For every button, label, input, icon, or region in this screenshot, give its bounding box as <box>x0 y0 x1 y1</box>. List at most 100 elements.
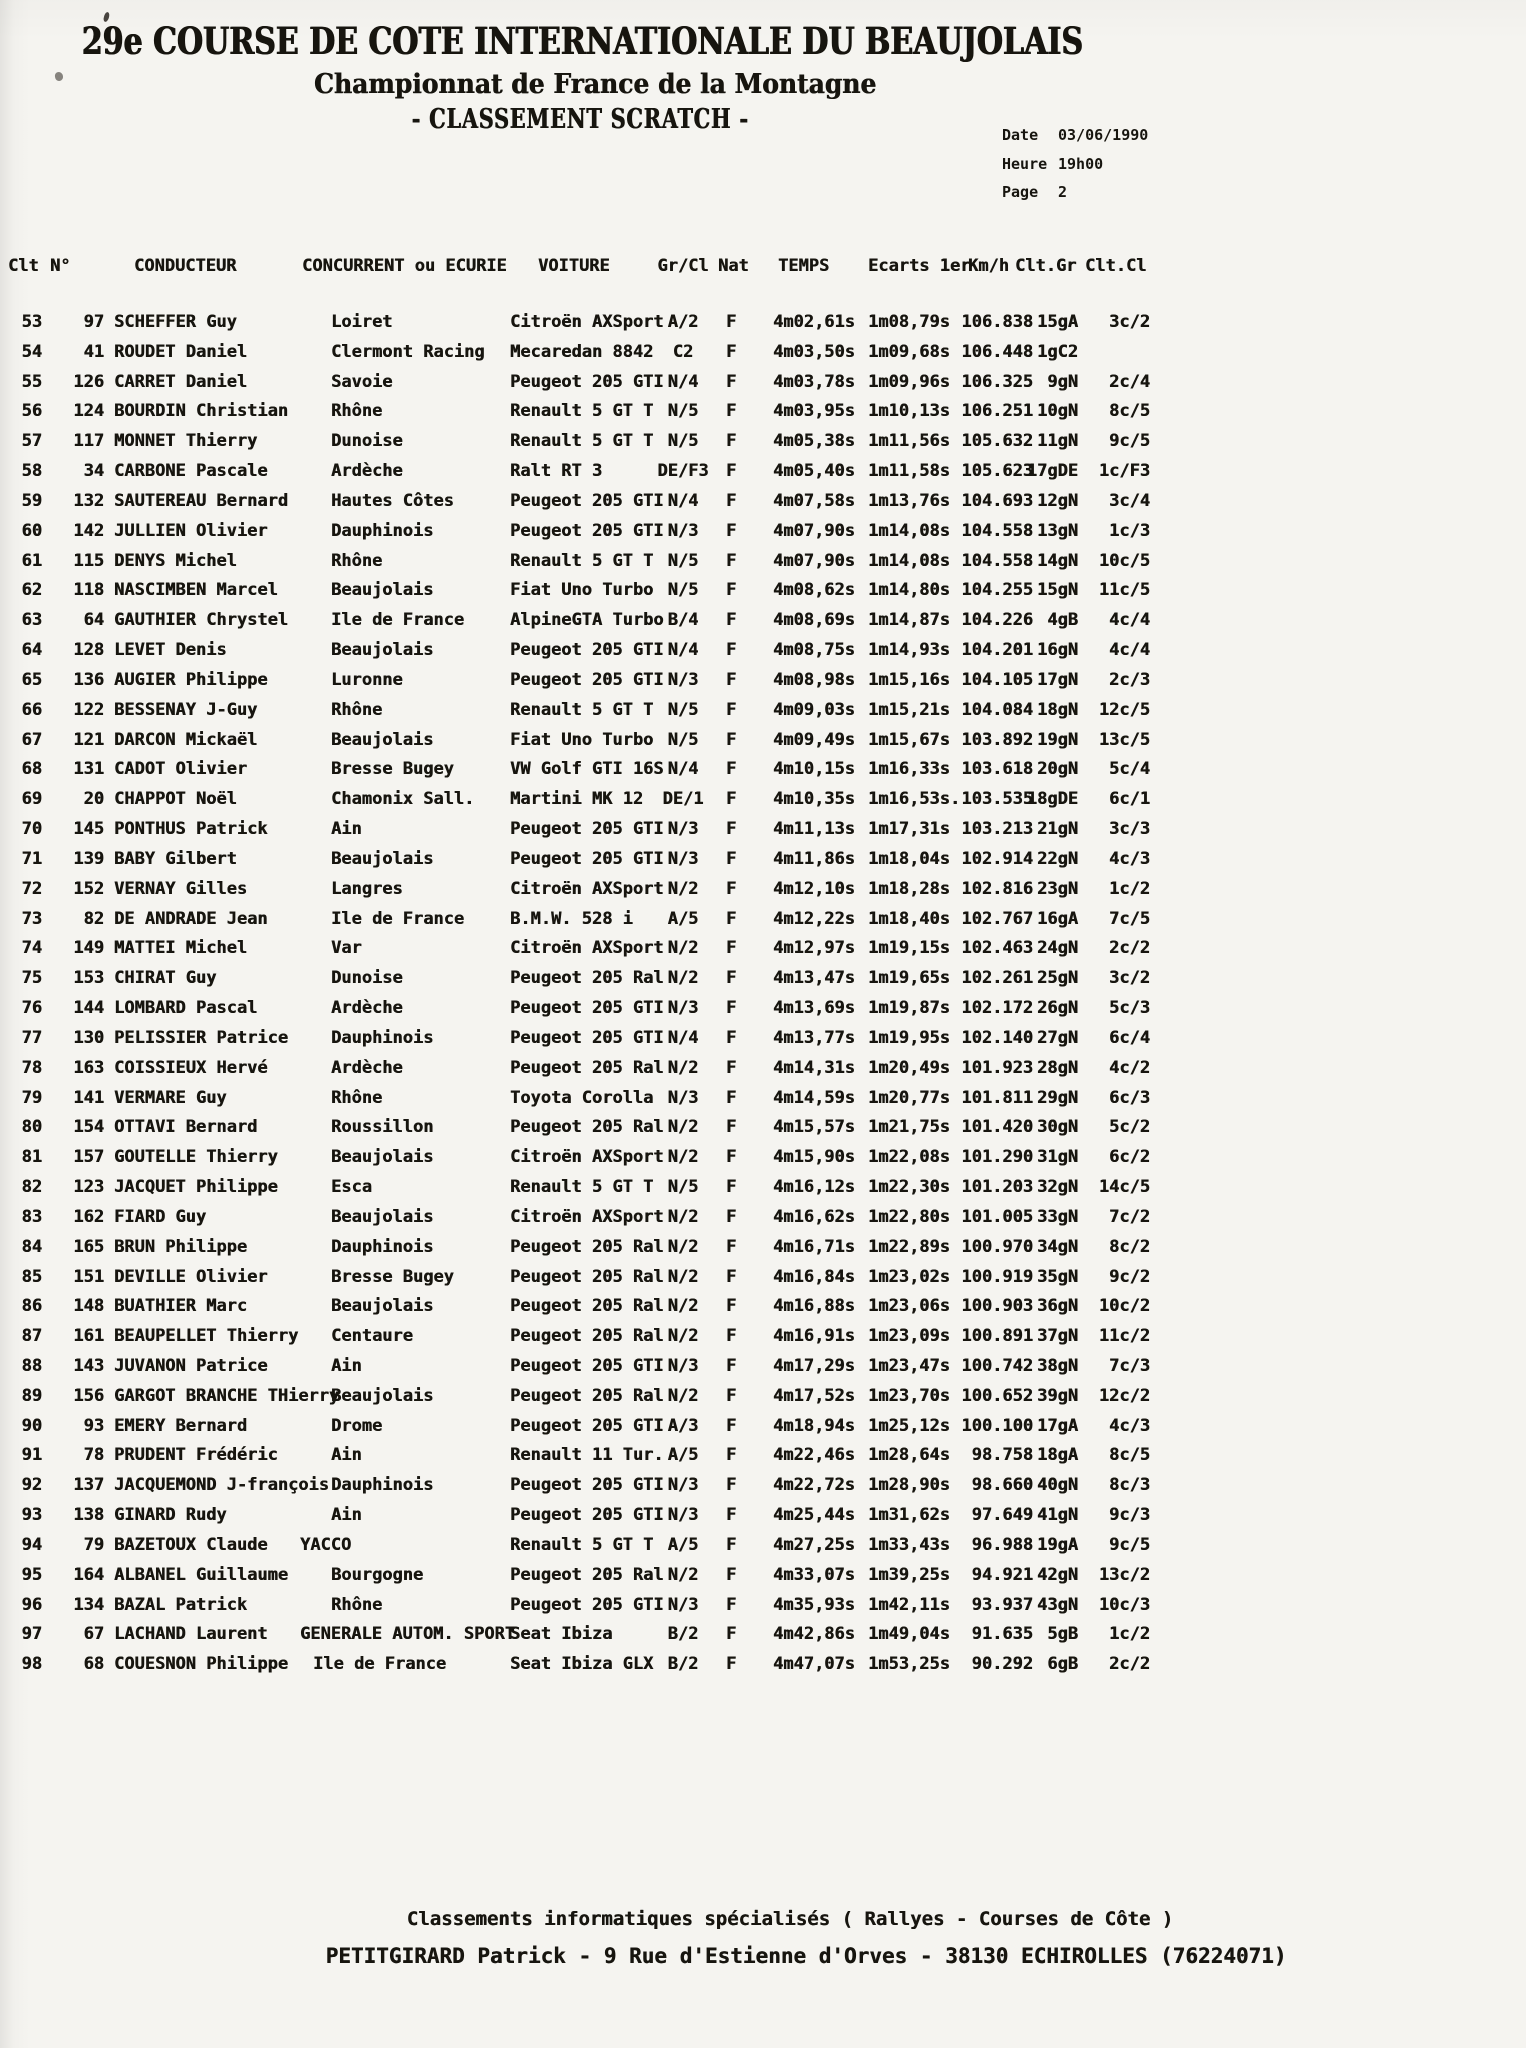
cell-kmh: 102.172 <box>961 998 1033 1019</box>
cell-driver: VERNAY Gilles <box>114 878 248 899</box>
cell-clt-cl: 4c/4 <box>1109 610 1150 631</box>
cell-ecart: 1m53,25s <box>868 1654 950 1675</box>
cell-clt: 75 <box>21 968 42 989</box>
cell-driver: NASCIMBEN Marcel <box>114 580 278 601</box>
cell-driver: DEVILLE Olivier <box>114 1266 268 1287</box>
cell-clt: 62 <box>21 580 42 601</box>
cell-temps: 4m10,15s <box>773 759 855 780</box>
cell-driver: LACHAND Laurent <box>114 1624 268 1645</box>
cell-temps: 4m12,22s <box>773 908 855 929</box>
table-row: 66 122 BESSENAY J-Guy Rhône Renault 5 GT T N/… <box>0 696 1526 726</box>
table-row: 63 64 GAUTHIER Chrystel Ile de France Alpine… <box>0 606 1526 636</box>
cell-gr-cl: N/5 <box>667 550 699 571</box>
cell-ecart: 1m14,08s <box>868 520 950 541</box>
cell-kmh: 94.921 <box>971 1564 1033 1585</box>
table-row: 72 152 VERNAY Gilles Langres Citroën AXSport… <box>0 875 1526 905</box>
cell-team: Beaujolais <box>331 729 434 750</box>
cell-car: Peugeot 205 Ral <box>510 1564 664 1585</box>
cell-clt-gr: 18gN <box>1037 699 1078 720</box>
cell-clt: 92 <box>21 1475 42 1496</box>
table-row: 96 134 BAZAL Patrick Rhône Peugeot 205 GTI N/… <box>0 1591 1526 1621</box>
cell-car: Citroën AXSport <box>510 312 664 332</box>
cell-clt: 54 <box>21 341 42 362</box>
cell-kmh: 104.558 <box>961 550 1033 571</box>
cell-nat: F <box>726 759 737 780</box>
cell-car: Peugeot 205 GTI <box>510 490 664 511</box>
cell-num: 139 <box>73 848 104 869</box>
cell-clt-cl: 10c/2 <box>1098 1296 1150 1317</box>
cell-clt: 77 <box>21 1027 42 1048</box>
cell-driver: LEVET Denis <box>114 640 227 661</box>
cell-driver: GARGOT BRANCHE THierry <box>114 1385 340 1406</box>
cell-team: Loiret <box>331 312 393 332</box>
cell-nat: F <box>726 580 737 601</box>
cell-car: Renault 5 GT T <box>510 550 654 571</box>
cell-driver: BEAUPELLET Thierry <box>114 1326 299 1347</box>
column-header-driver: CONDUCTEUR <box>134 256 237 276</box>
cell-ecart: 1m09,68s <box>868 341 950 362</box>
cell-team: Ain <box>331 819 362 840</box>
heure-line: Heure 19h00 <box>0 155 1526 184</box>
cell-kmh: 102.463 <box>961 938 1033 959</box>
cell-clt-cl: 13c/2 <box>1098 1564 1150 1585</box>
cell-gr-cl: N/4 <box>667 371 699 392</box>
cell-clt: 74 <box>21 938 42 959</box>
table-row: 85 151 DEVILLE Olivier Bresse Bugey Peugeot … <box>0 1263 1526 1293</box>
table-row: 70 145 PONTHUS Patrick Ain Peugeot 205 GTI N/… <box>0 815 1526 845</box>
cell-kmh: 100.919 <box>961 1266 1033 1287</box>
cell-car: Citroën AXSport <box>510 1206 664 1227</box>
cell-num: 144 <box>73 998 104 1019</box>
table-row: 94 79 BAZETOUX Claude YACCO Renault 5 GT T A/… <box>0 1531 1526 1561</box>
table-row: 79 141 VERMARE Guy Rhône Toyota Corolla N/3 F 4… <box>0 1084 1526 1114</box>
cell-clt-gr: 35gN <box>1037 1266 1078 1287</box>
cell-clt: 71 <box>21 848 42 869</box>
cell-temps: 4m07,90s <box>773 520 855 541</box>
cell-clt-gr: 37gN <box>1037 1326 1078 1347</box>
cell-gr-cl: A/5 <box>667 1445 699 1466</box>
cell-ecart: 1m08,79s <box>868 312 950 332</box>
cell-temps: 4m22,46s <box>773 1445 855 1466</box>
cell-clt-cl: 11c/5 <box>1098 580 1150 601</box>
cell-nat: F <box>726 968 737 989</box>
cell-driver: JACQUET Philippe <box>114 1177 278 1198</box>
cell-gr-cl: N/3 <box>667 1355 699 1376</box>
cell-clt-cl: 1c/2 <box>1109 1624 1150 1645</box>
cell-car: Peugeot 205 GTI <box>510 669 664 690</box>
cell-ecart: 1m42,11s <box>868 1594 950 1615</box>
cell-driver: SCHEFFER Guy <box>114 312 237 332</box>
cell-num: 151 <box>73 1266 104 1287</box>
cell-car: Seat Ibiza <box>510 1624 613 1645</box>
cell-kmh: 102.140 <box>961 1027 1033 1048</box>
cell-clt-cl: 1c/2 <box>1109 878 1150 899</box>
cell-num: 136 <box>73 669 104 690</box>
cell-gr-cl: N/3 <box>667 520 699 541</box>
cell-num: 68 <box>83 1654 104 1675</box>
date-value: 03/06/1990 <box>1058 126 1149 144</box>
cell-team: YACCO <box>300 1534 352 1555</box>
cell-gr-cl: N/2 <box>667 1057 699 1078</box>
cell-team: Savoie <box>331 371 393 392</box>
cell-gr-cl: N/5 <box>667 699 699 720</box>
table-row: 74 149 MATTEI Michel Var Citroën AXSport N/2 F… <box>0 934 1526 964</box>
cell-clt-gr: 19gN <box>1037 729 1078 750</box>
cell-ecart: 1m16,53s. <box>868 789 961 810</box>
cell-driver: CHAPPOT Noël <box>114 789 237 810</box>
cell-clt-cl: 1c/F3 <box>1098 461 1150 482</box>
cell-gr-cl: N/2 <box>667 1564 699 1585</box>
cell-driver: PRUDENT Frédéric <box>114 1445 278 1466</box>
cell-gr-cl: N/3 <box>667 848 699 869</box>
cell-nat: F <box>726 669 737 690</box>
cell-kmh: 104.105 <box>961 669 1033 690</box>
table-row: 90 93 EMERY Bernard Drome Peugeot 205 GTI A/3… <box>0 1412 1526 1442</box>
cell-driver: BAZETOUX Claude <box>114 1534 268 1555</box>
cell-kmh: 93.937 <box>971 1594 1033 1615</box>
cell-team: Beaujolais <box>331 848 434 869</box>
cell-gr-cl: A/3 <box>667 1415 699 1436</box>
cell-gr-cl: N/4 <box>667 640 699 661</box>
cell-nat: F <box>726 312 737 332</box>
cell-team: Drome <box>331 1415 383 1436</box>
cell-car: Peugeot 205 GTI <box>510 1475 664 1496</box>
cell-team: Langres <box>331 878 403 899</box>
cell-num: 162 <box>73 1206 104 1227</box>
cell-clt: 65 <box>21 669 42 690</box>
